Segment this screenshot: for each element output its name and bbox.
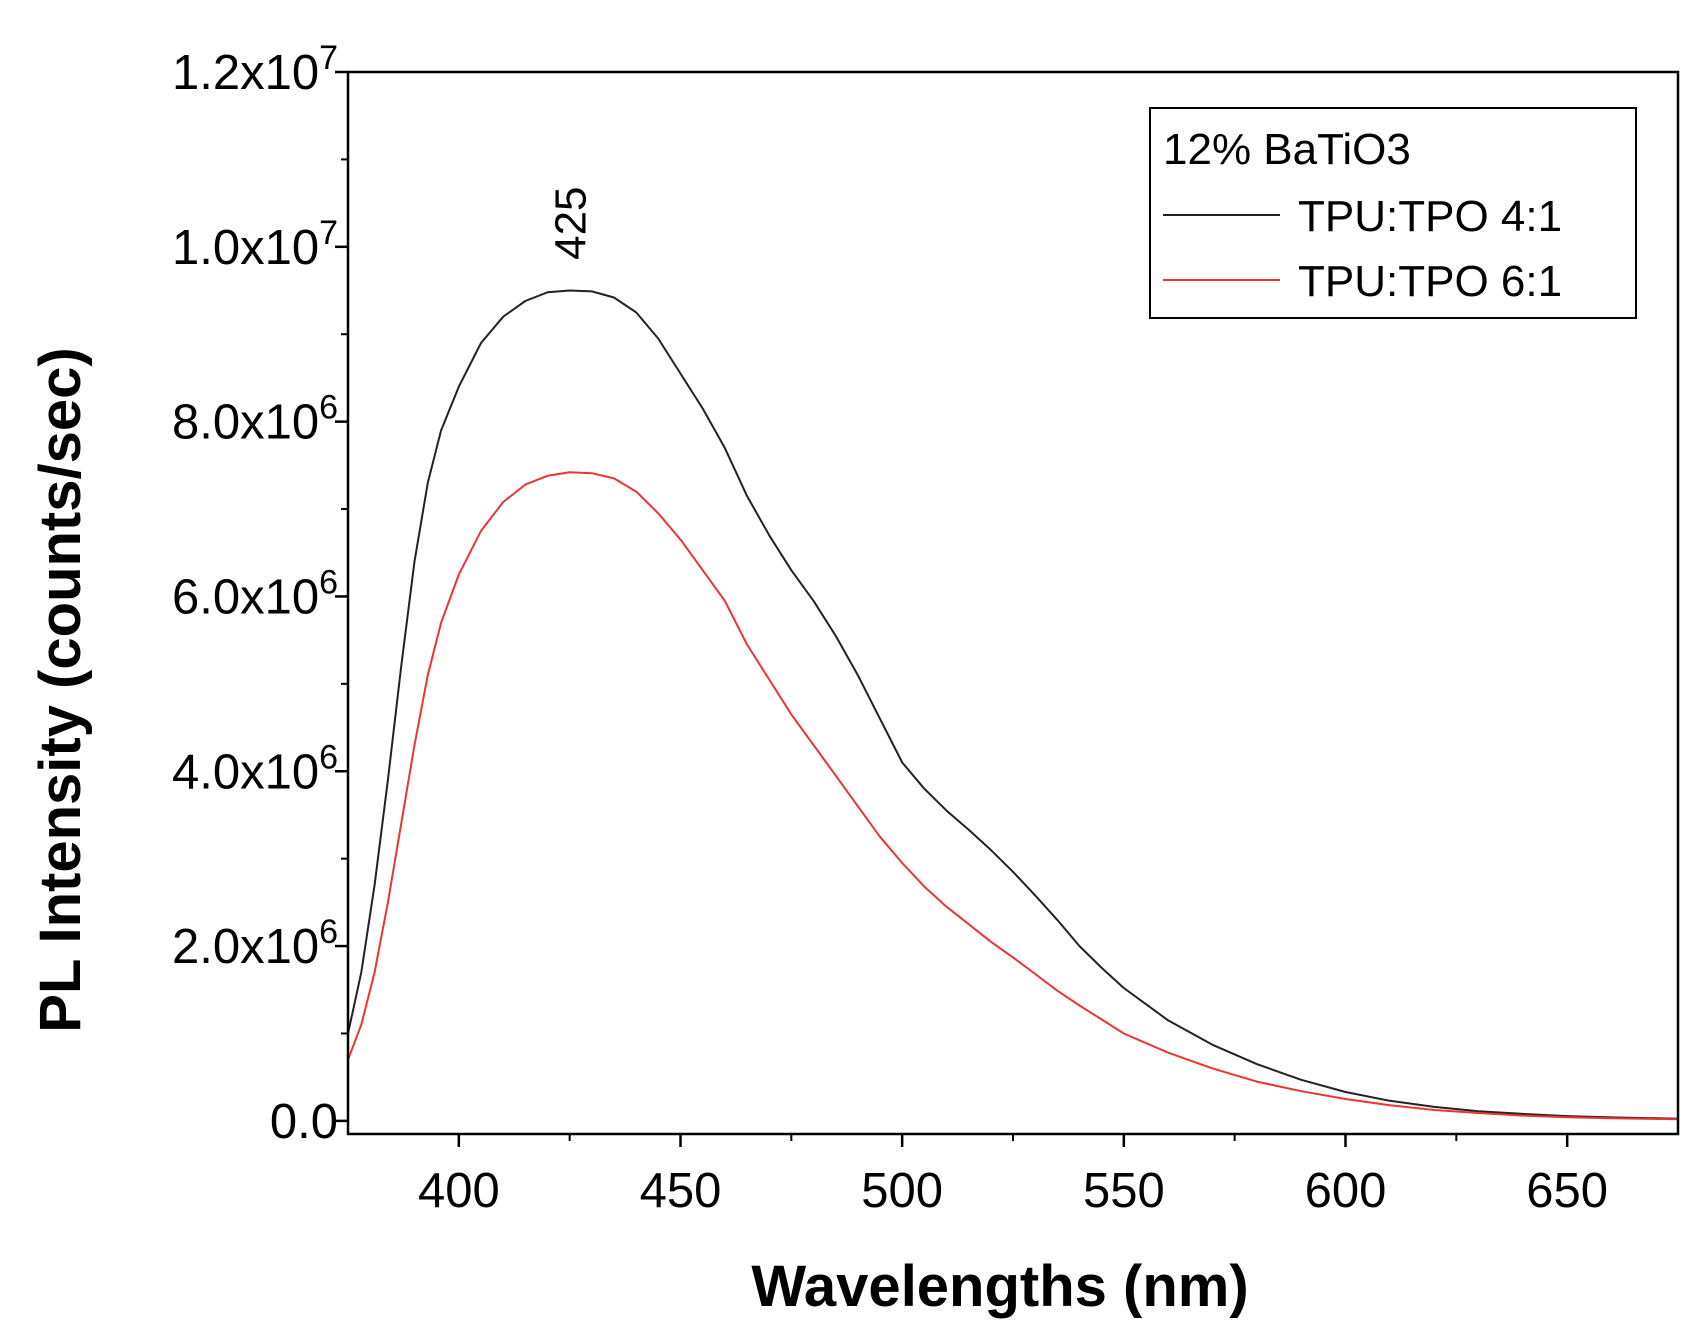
y-tick-label-0: 0.0 <box>270 1095 338 1149</box>
series-layer <box>347 289 1679 1121</box>
x-tick-label-650: 650 <box>1526 1164 1608 1218</box>
legend-label-tpu-tpo-4-1: TPU:TPO 4:1 <box>1298 192 1562 241</box>
y-axis-title: PL Intensity (counts/sec) <box>28 347 93 1032</box>
x-tick-label-550: 550 <box>1083 1164 1165 1218</box>
legend: 12% BaTiO3 TPU:TPO 4:1 TPU:TPO 6:1 <box>1149 107 1637 319</box>
y-tick-label-12000000: 1.2x107 <box>172 39 338 100</box>
x-tick-label-500: 500 <box>861 1164 943 1218</box>
y-tick-label-10000000: 1.0x107 <box>172 214 338 275</box>
legend-label-tpu-tpo-6-1: TPU:TPO 6:1 <box>1298 257 1562 306</box>
x-tick-label-600: 600 <box>1305 1164 1387 1218</box>
x-tick-label-450: 450 <box>640 1164 722 1218</box>
series-line-tpu-tpo-4-1 <box>347 289 1679 1120</box>
axes-layer: 400 450 500 550 600 650 0.0 2.0x106 4.0x106 6.0x1… <box>172 39 1680 1218</box>
series-line-tpu-tpo-6-1 <box>347 471 1679 1121</box>
y-tick-label-8000000: 8.0x106 <box>172 389 338 450</box>
y-tick-label-2000000: 2.0x106 <box>172 913 338 974</box>
legend-box <box>1149 107 1637 319</box>
y-tick-label-6000000: 6.0x106 <box>172 563 338 624</box>
x-tick-label-400: 400 <box>418 1164 500 1218</box>
legend-title: 12% BaTiO3 <box>1163 125 1411 174</box>
peak-annotation: 425 <box>547 186 596 259</box>
x-axis-title: Wavelengths (nm) <box>751 1254 1248 1319</box>
y-tick-label-4000000: 4.0x106 <box>172 738 338 799</box>
